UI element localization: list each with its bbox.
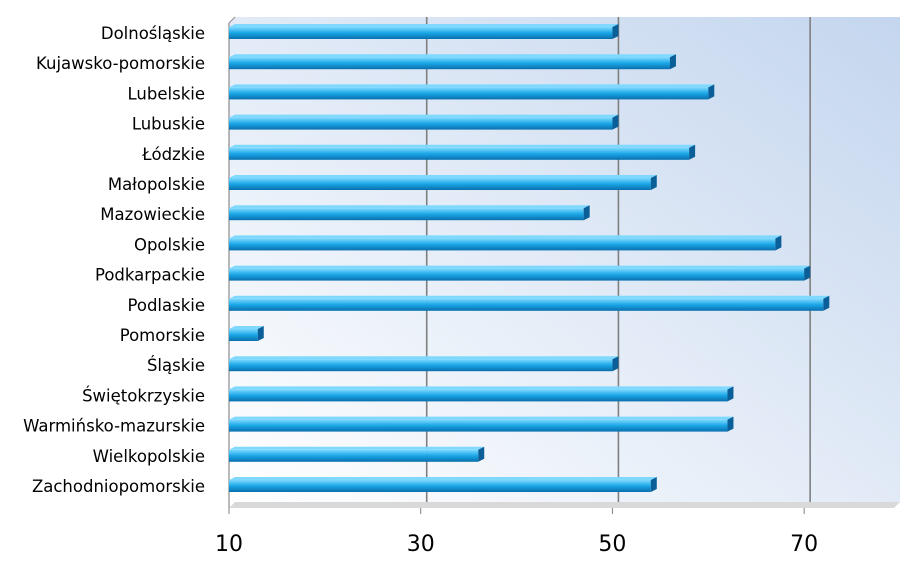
bar-end-face: [804, 265, 811, 281]
bar: [229, 147, 690, 160]
category-label: Wielkopolskie: [93, 447, 205, 466]
bar: [229, 419, 728, 432]
bar-end-face: [689, 144, 696, 160]
bar-end-face: [478, 446, 485, 462]
category-label: Lubelskie: [128, 84, 205, 103]
category-label: Świętokrzyskie: [82, 386, 205, 405]
bar-top-face: [229, 235, 782, 239]
bar-end-face: [583, 205, 590, 221]
bar-top-face: [229, 205, 590, 209]
y-axis-top-edge: [228, 16, 236, 24]
bar-end-face: [612, 24, 619, 39]
bar-top-face: [229, 114, 619, 118]
bar-end-face: [727, 416, 734, 432]
bar-end-face: [650, 477, 657, 492]
plot-area-background: [229, 17, 900, 508]
bar: [229, 238, 776, 251]
category-label: Śląskie: [147, 356, 205, 375]
x-tick-label: 10: [215, 532, 243, 557]
category-label: Dolnośląskie: [101, 24, 205, 43]
bar-top-face: [229, 386, 734, 390]
bar: [229, 329, 258, 341]
bar-end-face: [669, 54, 676, 70]
bar-top-face: [229, 24, 619, 27]
bar-top-face: [229, 446, 485, 450]
bar: [229, 87, 709, 100]
bar: [229, 359, 613, 372]
bar-end-face: [257, 326, 264, 341]
bar: [229, 449, 479, 462]
bar-top-face: [229, 326, 264, 329]
bar-end-face: [612, 356, 619, 372]
bar: [229, 117, 613, 130]
category-label: Zachodniopomorskie: [32, 477, 205, 496]
x-tick-label: 50: [598, 532, 626, 557]
bar: [229, 57, 670, 70]
bar: [229, 208, 584, 221]
category-label: Lubuskie: [132, 115, 205, 134]
bar-top-face: [229, 477, 657, 480]
plot-floor: [229, 502, 900, 508]
category-label: Małopolskie: [108, 175, 205, 194]
category-label: Podlaskie: [127, 296, 205, 315]
bar: [229, 298, 824, 311]
x-tick-label: 70: [790, 532, 818, 557]
bar-end-face: [727, 386, 734, 402]
bar-top-face: [229, 144, 696, 148]
bar-top-face: [229, 175, 657, 178]
category-label: Mazowieckie: [100, 205, 205, 224]
category-label: Podkarpackie: [95, 266, 205, 285]
bar-end-face: [775, 235, 782, 251]
category-label: Pomorskie: [120, 326, 205, 345]
bar-end-face: [650, 175, 657, 190]
bar-top-face: [229, 356, 619, 360]
bar-top-face: [229, 295, 830, 299]
bar-end-face: [612, 114, 619, 130]
bar-top-face: [229, 84, 715, 88]
bar-end-face: [823, 295, 830, 311]
bar: [229, 178, 651, 190]
category-label: Kujawsko-pomorskie: [36, 54, 205, 73]
bar-top-face: [229, 54, 676, 58]
bar-top-face: [229, 416, 734, 420]
bar: [229, 27, 613, 39]
bar: [229, 480, 651, 492]
bar: [229, 268, 805, 281]
bar-end-face: [708, 84, 715, 100]
x-tick-label: 30: [407, 532, 435, 557]
category-label: Warmińsko-mazurskie: [23, 417, 205, 436]
category-label: Opolskie: [134, 235, 205, 254]
bar-top-face: [229, 265, 811, 269]
category-label: Łódzkie: [141, 145, 205, 164]
bar: [229, 389, 728, 402]
